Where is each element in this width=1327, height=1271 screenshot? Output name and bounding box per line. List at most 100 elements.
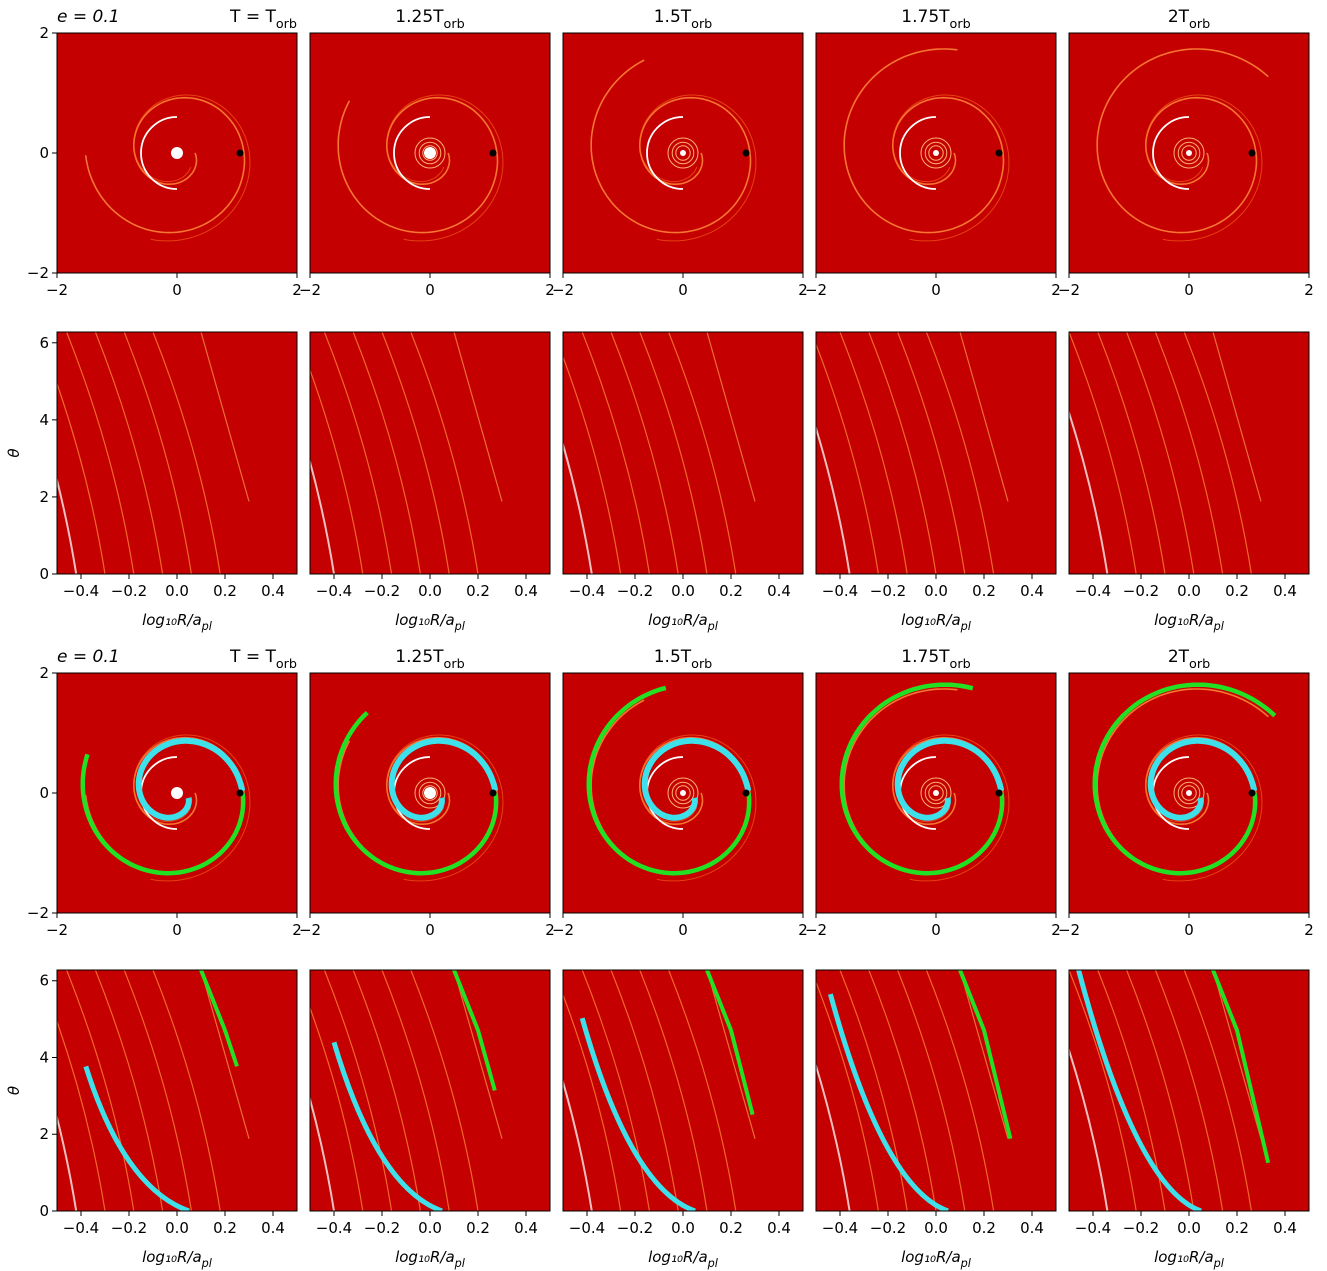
star (171, 787, 183, 799)
x-tick-label: 0 (931, 921, 941, 939)
panel: −2021.25Torb (299, 7, 555, 299)
x-axis-label: log₁₀R/apl (648, 611, 719, 633)
y-tick-label: 2 (39, 1125, 49, 1143)
x-tick-label: −0.2 (870, 1219, 906, 1237)
y-axis-label: θ (5, 1086, 23, 1095)
image-background (310, 970, 550, 1211)
x-axis-label: log₁₀R/apl (1154, 611, 1225, 633)
x-tick-label: −0.4 (822, 1219, 858, 1237)
annotation: e = 0.1 (57, 647, 120, 667)
panel: −2021.25Torb (299, 647, 555, 939)
x-tick-label: 0.4 (767, 1219, 791, 1237)
x-tick-label: 0.0 (924, 1219, 948, 1237)
image (310, 673, 550, 913)
image (57, 33, 297, 273)
image (1069, 33, 1309, 273)
panel-title: T = Torb (229, 7, 297, 32)
x-tick-label: −0.4 (569, 582, 605, 600)
planet (490, 790, 497, 797)
x-tick-label: −0.4 (63, 582, 99, 600)
panel: −0.4−0.20.00.20.4log₁₀R/apl (267, 970, 550, 1270)
star (680, 790, 686, 796)
x-tick-label: −0.2 (111, 1219, 147, 1237)
image (563, 673, 803, 913)
x-tick-label: −2 (46, 921, 68, 939)
panel: −0.4−0.20.00.20.4log₁₀R/apl (1040, 332, 1309, 633)
x-tick-label: 0.2 (213, 582, 237, 600)
x-tick-label: −0.2 (364, 582, 400, 600)
panel: −0.4−0.20.00.20.40246log₁₀R/aplθ (5, 332, 298, 633)
x-tick-label: −0.4 (1075, 582, 1111, 600)
x-tick-label: 0.0 (418, 582, 442, 600)
x-tick-label: 2 (1304, 281, 1314, 299)
panel-title: T = Torb (229, 647, 297, 672)
star (1186, 790, 1192, 796)
x-tick-label: −0.2 (1123, 1219, 1159, 1237)
image (816, 673, 1056, 913)
image (57, 673, 297, 913)
x-tick-label: 0.4 (514, 1219, 538, 1237)
image (782, 970, 1056, 1211)
panel: −2022Torb (1058, 7, 1314, 299)
y-tick-label: −2 (27, 264, 49, 282)
panel-title: 1.5Torb (654, 647, 713, 672)
x-tick-label: −2 (805, 281, 827, 299)
annotation: e = 0.1 (57, 7, 120, 27)
planet (490, 150, 497, 157)
star (1186, 150, 1192, 156)
panel-title: 2Torb (1168, 647, 1210, 672)
figure: −202−202e = 0.1T = Torb−2021.25Torb−2021… (0, 0, 1327, 1271)
x-axis-label: log₁₀R/apl (901, 611, 972, 633)
x-tick-label: 0 (1184, 921, 1194, 939)
panel: −0.4−0.20.00.20.40246log₁₀R/aplθ (5, 970, 298, 1270)
x-tick-label: 0.4 (767, 582, 791, 600)
x-tick-label: 0.2 (1225, 582, 1249, 600)
planet (1249, 150, 1256, 157)
x-tick-label: 0.4 (1273, 582, 1297, 600)
x-tick-label: 0 (678, 921, 688, 939)
y-tick-label: 6 (39, 971, 49, 989)
x-tick-label: 0.2 (213, 1219, 237, 1237)
x-axis-label: log₁₀R/apl (648, 1248, 719, 1270)
x-tick-label: −0.4 (569, 1219, 605, 1237)
x-tick-label: 0.0 (924, 582, 948, 600)
panel-title: 1.25Torb (395, 7, 464, 32)
x-tick-label: 0.0 (418, 1219, 442, 1237)
image-background (563, 332, 803, 574)
x-tick-label: −2 (552, 921, 574, 939)
panel: −2021.75Torb (805, 647, 1061, 939)
panel: −2021.5Torb (552, 647, 808, 939)
x-tick-label: −0.2 (1123, 582, 1159, 600)
planet (996, 790, 1003, 797)
y-tick-label: −2 (27, 904, 49, 922)
x-axis-label: log₁₀R/apl (142, 611, 213, 633)
x-tick-label: 0.0 (1177, 1219, 1201, 1237)
x-tick-label: 0 (172, 281, 182, 299)
planet (1249, 790, 1256, 797)
x-tick-label: −0.4 (316, 582, 352, 600)
x-tick-label: 0 (931, 281, 941, 299)
image (525, 970, 803, 1211)
x-tick-label: −0.4 (63, 1219, 99, 1237)
image-background (57, 332, 297, 574)
x-tick-label: −0.2 (111, 582, 147, 600)
image (1069, 673, 1309, 913)
x-axis-label: log₁₀R/apl (901, 1248, 972, 1270)
x-tick-label: 0.2 (972, 582, 996, 600)
image (9, 332, 297, 574)
image-background (563, 970, 803, 1211)
image-background (310, 332, 550, 574)
panel: −2022Torb (1058, 647, 1314, 939)
x-tick-label: −2 (805, 921, 827, 939)
image-background (1069, 332, 1309, 574)
star (424, 787, 436, 799)
planet (743, 150, 750, 157)
x-tick-label: 0.0 (165, 582, 189, 600)
image (267, 970, 550, 1211)
x-tick-label: 0 (678, 281, 688, 299)
x-tick-label: 0.0 (671, 1219, 695, 1237)
image (1040, 332, 1309, 574)
x-tick-label: 0.2 (466, 582, 490, 600)
